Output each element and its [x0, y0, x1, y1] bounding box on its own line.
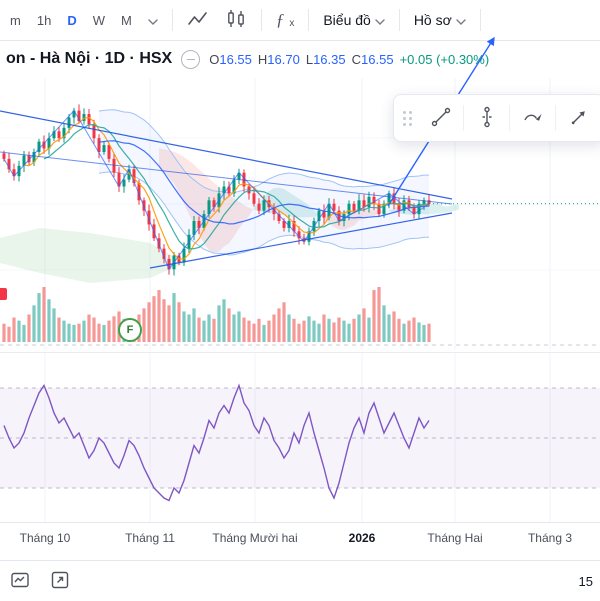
curve-tool-button[interactable]	[510, 98, 555, 138]
toolbar-divider	[171, 9, 173, 31]
interval-button-1h[interactable]: 1h	[29, 5, 59, 35]
open-window-icon	[50, 570, 70, 593]
low-value: 16.35	[313, 51, 346, 67]
price-chart[interactable]	[0, 78, 600, 350]
drag-handle[interactable]	[397, 110, 418, 126]
toolbar-divider	[509, 105, 510, 131]
candle-chart-style-button[interactable]	[217, 5, 255, 35]
bottom-bar: 15	[0, 560, 600, 601]
vertical-line-tool-button[interactable]	[464, 98, 509, 138]
chart-menu-button[interactable]: Biểu đồ	[315, 5, 392, 35]
profile-menu-label: Hồ sơ	[413, 12, 452, 28]
vertical-line-icon	[475, 105, 499, 132]
price-pane[interactable]	[0, 78, 600, 350]
mini-chart-icon	[10, 570, 30, 593]
chevron-down-icon	[456, 12, 466, 28]
price-change: +0.05 (+0.30%)	[399, 51, 490, 67]
toolbar-divider	[398, 9, 400, 31]
drawing-toolbar	[393, 94, 600, 142]
profile-menu-button[interactable]: Hồ sơ	[406, 5, 474, 35]
low-label: L	[305, 51, 314, 67]
interval-button-1m[interactable]: M	[113, 5, 140, 35]
chevron-down-icon	[148, 13, 158, 28]
rsi-pane[interactable]	[0, 352, 600, 523]
interval-button-m[interactable]: m	[2, 5, 29, 35]
open-value: 16.55	[219, 51, 252, 67]
high-label: H	[257, 51, 268, 67]
arrow-tool-button[interactable]	[556, 98, 600, 138]
clipped-price-tag	[0, 288, 7, 300]
interval-button-1d[interactable]: D	[59, 5, 84, 35]
financial-event-marker[interactable]: F	[118, 318, 142, 342]
axis-label-month: Tháng Hai	[427, 531, 483, 545]
toolbar-divider	[555, 105, 556, 131]
candlestick-chart-icon	[225, 8, 247, 33]
symbol-title[interactable]: on - Hà Nội · 1D · HSX	[6, 50, 173, 67]
close-value: 16.55	[361, 51, 394, 67]
chevron-down-icon	[375, 12, 385, 28]
ohlc-values: O16.55 H16.70 L16.35 C16.55 +0.05 (+0.30…	[209, 52, 489, 67]
high-value: 16.70	[267, 51, 300, 67]
interval-button-1w[interactable]: W	[85, 5, 113, 35]
mini-chart-button[interactable]	[6, 567, 34, 595]
trend-line-icon	[429, 105, 453, 132]
axis-label-month: Tháng 11	[125, 531, 175, 545]
open-label: O	[209, 51, 220, 67]
close-label: C	[351, 51, 362, 67]
open-window-button[interactable]	[46, 567, 74, 595]
line-chart-style-button[interactable]	[179, 5, 217, 35]
collapse-legend-icon[interactable]	[181, 49, 201, 69]
axis-label-month: Tháng 3	[527, 531, 573, 545]
arrow-tool-icon	[567, 105, 591, 132]
interval-menu-button[interactable]	[140, 5, 166, 35]
fx-indicators-icon: ƒ	[275, 10, 285, 29]
time-axis[interactable]: Tháng 10 Tháng 11 Tháng Mười hai 2026 Th…	[0, 522, 600, 553]
axis-label-year: 2026	[348, 531, 376, 545]
symbol-legend: on - Hà Nội · 1D · HSX O16.55 H16.70 L16…	[0, 40, 600, 78]
line-chart-icon	[187, 8, 209, 33]
toolbar-divider	[479, 9, 481, 31]
curve-tool-icon	[521, 105, 545, 132]
rsi-chart[interactable]	[0, 353, 600, 523]
axis-label-month: Tháng Mười hai	[212, 531, 298, 545]
chart-menu-label: Biểu đồ	[323, 12, 371, 28]
axis-label-month: Tháng 10	[19, 531, 71, 545]
toolbar-divider	[308, 9, 310, 31]
clock-text: 15	[578, 573, 593, 589]
toolbar-divider	[260, 9, 262, 31]
trend-line-tool-button[interactable]	[418, 98, 463, 138]
